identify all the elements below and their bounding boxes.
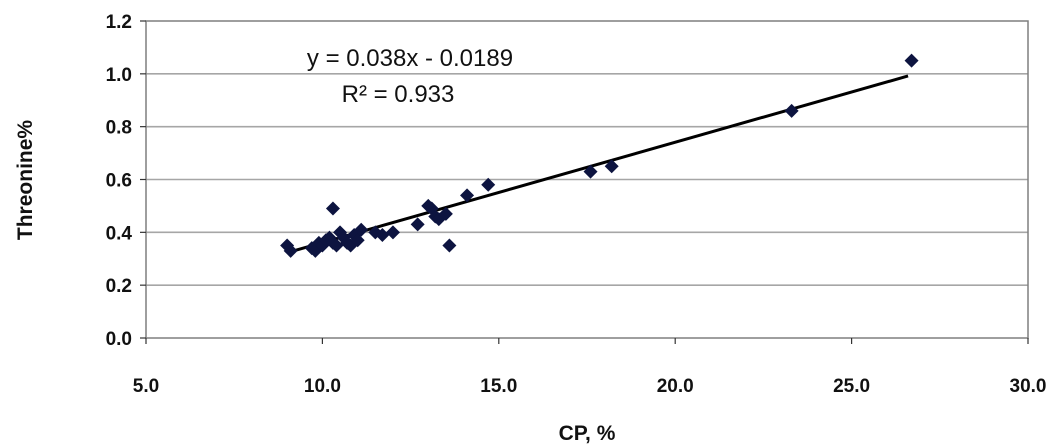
x-tick-label: 10.0	[304, 376, 341, 397]
x-tick-label: 25.0	[833, 376, 870, 397]
axes	[140, 20, 1029, 344]
data-point	[460, 188, 475, 203]
tick-labels: 0.0 0.2 0.4 0.6 0.8 1.0 1.2 5.0 10.0 15.0 20.0 25.0…	[106, 12, 1047, 397]
x-tick-label: 15.0	[480, 376, 517, 397]
gridlines	[146, 73, 1028, 286]
x-tick-label: 20.0	[657, 376, 694, 397]
y-tick-label: 1.0	[106, 65, 132, 86]
trendline-equation: y = 0.038x - 0.0189	[307, 45, 513, 72]
y-axis-title: Threonine%	[14, 120, 37, 241]
data-point	[375, 227, 390, 242]
data-point	[583, 164, 598, 179]
y-tick-label: 0.8	[106, 118, 132, 139]
data-point	[350, 233, 365, 248]
y-tick-label: 0.4	[106, 223, 133, 244]
data-point	[385, 225, 400, 240]
x-tick-label: 5.0	[133, 376, 159, 397]
data-point	[481, 177, 496, 192]
data-point	[354, 222, 369, 237]
y-tick-label: 0.2	[106, 276, 132, 297]
data-point	[283, 243, 298, 258]
data-point	[410, 217, 425, 232]
trendline-group	[290, 74, 909, 254]
data-point	[904, 53, 919, 68]
trendline-r-squared: R² = 0.933	[342, 81, 455, 108]
data-point	[784, 103, 799, 118]
data-point	[604, 159, 619, 174]
trendline	[290, 74, 909, 254]
data-point	[329, 238, 344, 253]
data-point	[438, 206, 453, 221]
x-tick-label: 30.0	[1010, 376, 1047, 397]
data-point	[442, 238, 457, 253]
y-tick-label: 0.6	[106, 171, 132, 192]
data-point	[325, 201, 340, 216]
x-axis-title: CP, %	[559, 422, 616, 445]
y-tick-label: 0.0	[106, 329, 132, 350]
data-points	[280, 53, 919, 258]
y-tick-label: 1.2	[106, 12, 132, 33]
